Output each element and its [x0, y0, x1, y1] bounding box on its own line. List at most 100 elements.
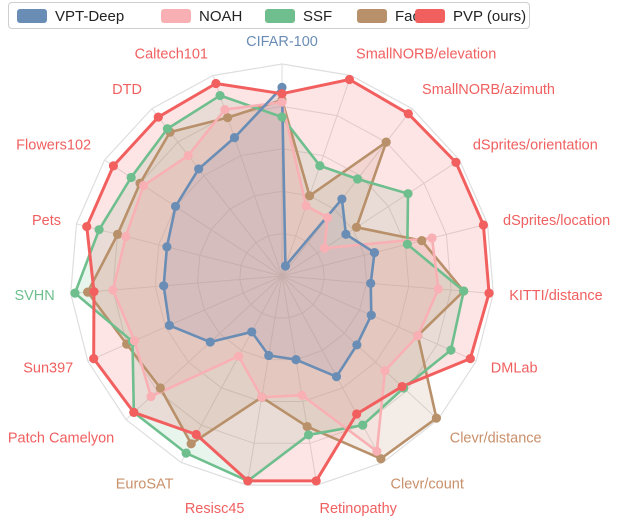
point-ssf-dsprites-orientation: [403, 189, 413, 199]
point-vpt-deep-cifar-100: [277, 82, 287, 92]
grid-ring: [154, 148, 410, 402]
point-pvp-ours-resisc45: [243, 476, 253, 486]
point-ssf-smallnorb-elevation: [315, 161, 325, 171]
point-ssf-retinopathy: [303, 430, 314, 440]
point-pvp-ours-retinopathy: [311, 476, 321, 486]
point-vpt-deep-caltech101: [229, 133, 240, 143]
axis-label-svhn: SVHN: [14, 288, 54, 304]
point-vpt-deep-retinopathy: [291, 355, 301, 365]
point-noah-caltech101: [220, 104, 230, 115]
point-noah-patch-camelyon: [146, 392, 156, 402]
series-points: [70, 74, 494, 486]
point-ssf-caltech101: [215, 90, 225, 101]
point-fact-pets: [112, 229, 123, 239]
point-vpt-deep-dsprites-orientation: [341, 229, 351, 239]
series-area-vpt-deep: [163, 87, 375, 377]
point-vpt-deep-resisc45: [264, 350, 274, 361]
point-pvp-ours-caltech101: [211, 78, 221, 89]
axis-label-flowers102: Flowers102: [16, 137, 91, 153]
point-vpt-deep-kitti-distance: [366, 278, 376, 288]
point-vpt-deep-pets: [162, 242, 172, 252]
point-noah-cifar-100: [277, 97, 287, 107]
legend-label-noah: NOAH: [199, 7, 243, 25]
legend-swatch-vpt-deep: [17, 9, 47, 23]
point-ssf-cifar-100: [277, 112, 287, 122]
point-pvp-ours-cifar-100: [277, 89, 287, 99]
point-vpt-deep-dtd: [194, 164, 204, 174]
axis-label-smallnorb-azimuth: SmallNORB/azimuth: [422, 82, 555, 98]
grid-ring: [239, 233, 325, 319]
point-noah-smallnorb-azimuth: [322, 212, 333, 223]
axis-label-sun397: Sun397: [23, 361, 73, 377]
point-noah-dsprites-location: [427, 233, 437, 243]
grid-spoke: [151, 108, 283, 277]
axis-label-eurosat: EuroSAT: [116, 477, 174, 493]
point-noah-dsprites-orientation: [319, 243, 330, 253]
point-vpt-deep-dmlab: [366, 310, 376, 320]
point-pvp-ours-dsprites-location: [478, 220, 489, 230]
axis-label-pets: Pets: [32, 213, 61, 229]
series-lines: [73, 77, 491, 483]
point-noah-flowers102: [138, 180, 149, 191]
point-vpt-deep-flowers102: [170, 201, 181, 212]
axis-label-dmlab: DMLab: [491, 361, 538, 377]
series-line-vpt-deep: [162, 86, 376, 378]
point-ssf-clevr-count: [358, 420, 368, 430]
point-pvp-ours-sun397: [89, 354, 99, 364]
point-fact-dsprites-orientation: [351, 222, 362, 232]
grid-spoke: [87, 275, 283, 362]
grid-spoke: [281, 108, 413, 277]
legend-swatch-ssf: [265, 9, 295, 23]
point-pvp-ours-clevr-distance: [397, 381, 407, 392]
point-noah-retinopathy: [297, 390, 307, 400]
legend-swatch-fact: [357, 9, 387, 23]
point-vpt-deep-smallnorb-azimuth: [337, 194, 347, 204]
point-noah-resisc45: [257, 392, 267, 402]
series-area-fact: [87, 100, 464, 459]
legend-swatch-noah: [161, 9, 191, 23]
axis-label-dsprites-orientation: dSprites/orientation: [473, 137, 598, 153]
legend-label-ssf: SSF: [303, 7, 333, 25]
point-fact-smallnorb-azimuth: [381, 137, 391, 147]
point-fact-smallnorb-elevation: [304, 191, 315, 201]
point-fact-caltech101: [223, 112, 233, 123]
legend-swatch-pvp: [415, 9, 445, 23]
point-noah-sun397: [129, 336, 140, 346]
point-pvp-ours-smallnorb-azimuth: [403, 109, 413, 119]
series-areas: [74, 79, 490, 481]
point-noah-clevr-count: [372, 446, 382, 456]
point-noah-kitti-distance: [433, 284, 443, 294]
point-pvp-ours-svhn: [89, 286, 99, 297]
grid-ring: [196, 190, 368, 361]
point-vpt-deep-patch-camelyon: [205, 337, 215, 347]
grid-ring: [70, 63, 494, 486]
point-ssf-dsprites-location: [402, 239, 412, 249]
axis-label-cifar-100: CIFAR-100: [246, 34, 318, 50]
grid-spoke: [281, 75, 352, 277]
point-fact-clevr-count: [376, 454, 386, 464]
point-fact-eurosat: [186, 439, 196, 449]
legend-label-vpt-deep: VPT-Deep: [55, 7, 125, 25]
axis-label-clevr-distance: Clevr/distance: [450, 430, 542, 446]
point-vpt-deep-smallnorb-elevation: [280, 261, 291, 271]
point-fact-clevr-distance: [431, 413, 442, 423]
grid-spoke: [281, 275, 477, 362]
point-noah-smallnorb-elevation: [301, 201, 311, 211]
grid-spoke: [281, 275, 494, 295]
point-ssf-flowers102: [126, 172, 136, 183]
point-ssf-smallnorb-azimuth: [352, 174, 363, 184]
point-vpt-deep-eurosat: [247, 327, 257, 337]
point-vpt-deep-clevr-distance: [352, 340, 362, 350]
point-pvp-ours-smallnorb-elevation: [344, 74, 355, 85]
point-vpt-deep-sun397: [164, 320, 174, 330]
point-pvp-ours-clevr-count: [352, 409, 362, 419]
point-ssf-kitti-distance: [459, 286, 469, 296]
point-pvp-ours-flowers102: [108, 161, 118, 171]
axis-label-dtd: DTD: [112, 82, 142, 98]
point-pvp-ours-patch-camelyon: [129, 407, 139, 418]
point-noah-dtd: [183, 150, 193, 161]
axis-label-dsprites-location: dSprites/location: [503, 213, 610, 229]
legend-item-vpt-deep: VPT-Deep: [17, 7, 124, 25]
point-noah-eurosat: [234, 351, 244, 361]
